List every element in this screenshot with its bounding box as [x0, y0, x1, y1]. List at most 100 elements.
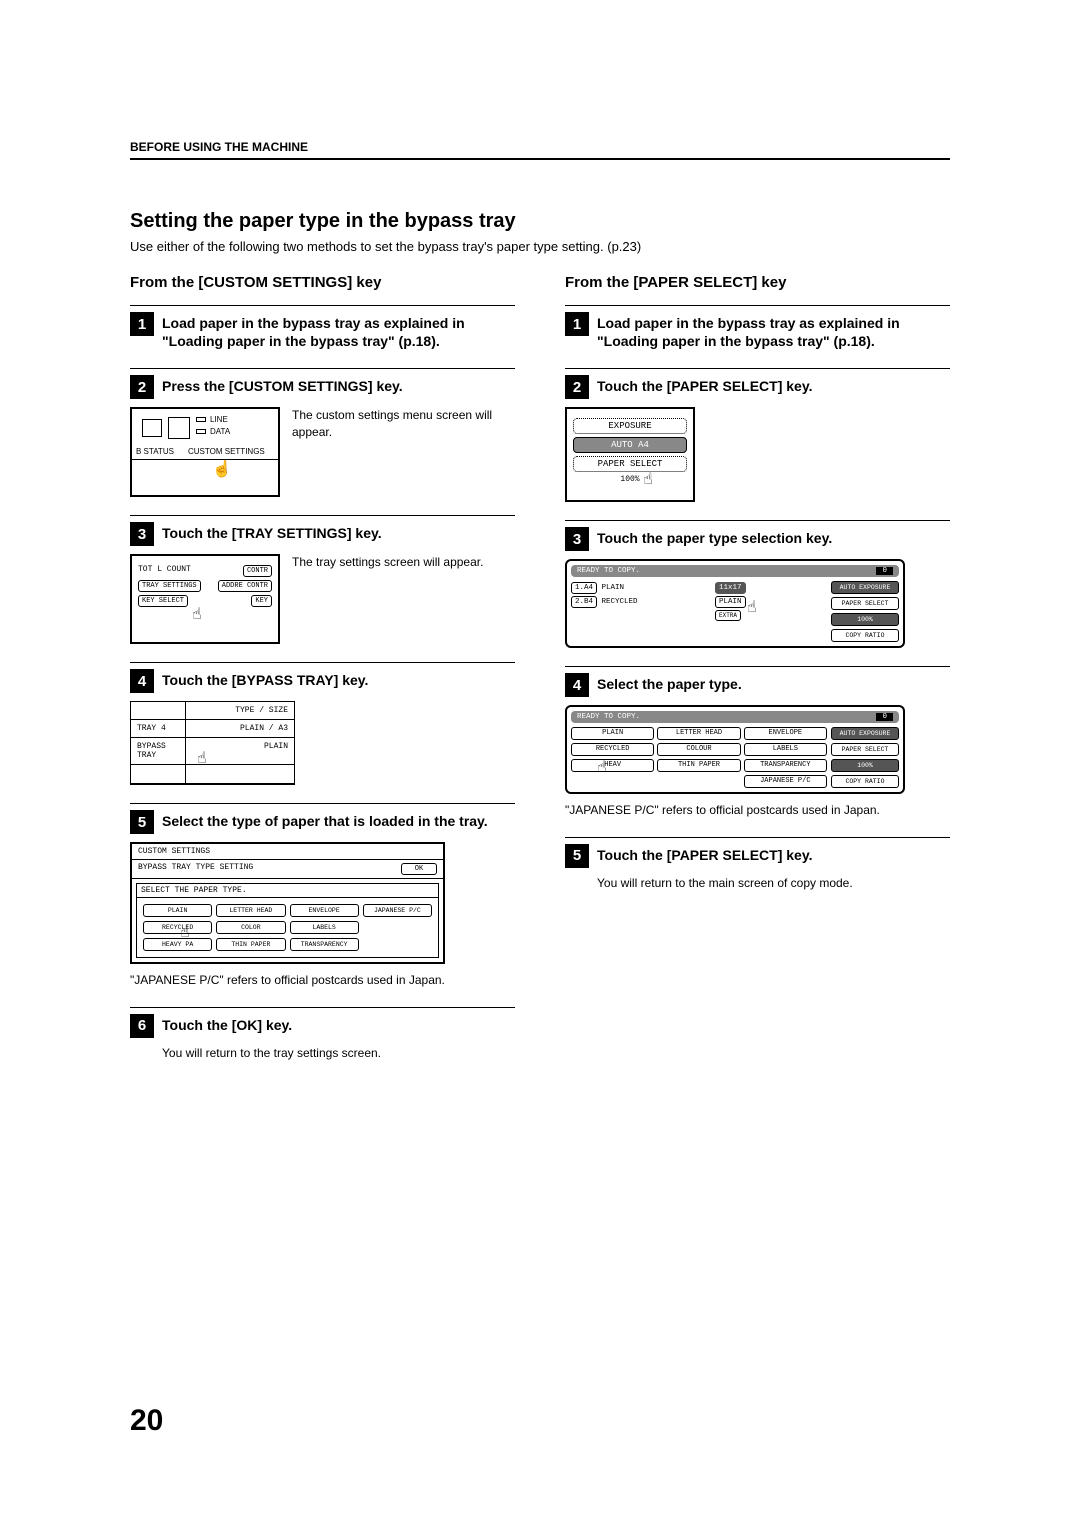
- paper-type-option: LETTER HEAD: [216, 904, 285, 917]
- line-led-icon: [196, 417, 206, 422]
- paper-type-option: ENVELOPE: [744, 727, 827, 740]
- step-title: Touch the [PAPER SELECT] key.: [597, 375, 812, 395]
- divider: [130, 803, 515, 804]
- size-chip: 11x17: [715, 582, 746, 594]
- step-number: 3: [130, 522, 154, 546]
- right-step-3: 3 Touch the paper type selection key. RE…: [565, 520, 950, 648]
- step-body-text: You will return to the main screen of co…: [597, 876, 950, 890]
- divider: [565, 837, 950, 838]
- plain-chip: PLAIN: [715, 596, 746, 608]
- side-button: 100%: [831, 759, 899, 772]
- paper-type-option: LABELS: [744, 743, 827, 756]
- right-column: From the [PAPER SELECT] key 1 Load paper…: [565, 274, 950, 1078]
- panel-button: KEY: [251, 595, 272, 607]
- right-step-4: 4 Select the paper type. READY TO COPY. …: [565, 666, 950, 818]
- paper-type-panel: CUSTOM SETTINGS BYPASS TRAY TYPE SETTING…: [130, 842, 445, 964]
- paper-type-option: COLOR: [216, 921, 285, 934]
- panel-title: CUSTOM SETTINGS: [138, 847, 210, 856]
- indicator-box: [168, 417, 190, 439]
- paper-select-panel: EXPOSURE AUTO A4 PAPER SELECT 100%: [565, 407, 695, 502]
- footnote: "JAPANESE P/C" refers to official postca…: [130, 972, 515, 988]
- paper-type-option: THIN PAPER: [657, 759, 740, 772]
- extra-chip: EXTRA: [715, 610, 741, 621]
- paper-type-option: THIN PAPER: [216, 938, 285, 951]
- paper-type-option: COLOUR: [657, 743, 740, 756]
- copy-count: 0: [876, 713, 893, 721]
- paper-type-option: JAPANESE P/C: [744, 775, 827, 788]
- pointer-icon: [192, 604, 210, 622]
- left-step-2: 2 Press the [CUSTOM SETTINGS] key. LINE …: [130, 368, 515, 497]
- paper-type-option: LETTER HEAD: [657, 727, 740, 740]
- panel-button: ADDRE CONTR: [218, 580, 272, 592]
- paper-type-option: HEAVY PA: [143, 938, 212, 951]
- step-body-text: You will return to the tray settings scr…: [162, 1046, 515, 1060]
- paper-type-option: PLAIN: [571, 727, 654, 740]
- tray-type: RECYCLED: [602, 598, 638, 606]
- step-number: 2: [565, 375, 589, 399]
- status-text: READY TO COPY.: [577, 567, 640, 575]
- step-description: The tray settings screen will appear.: [292, 554, 515, 570]
- step-title: Load paper in the bypass tray as explain…: [162, 312, 515, 350]
- two-columns: From the [CUSTOM SETTINGS] key 1 Load pa…: [130, 274, 950, 1078]
- paper-type-option: LABELS: [290, 921, 359, 934]
- divider: [130, 1007, 515, 1008]
- pointer-icon: [180, 922, 198, 940]
- auto-key: AUTO A4: [573, 437, 687, 453]
- tray-chip: 1.A4: [571, 582, 597, 594]
- left-step-5: 5 Select the type of paper that is loade…: [130, 803, 515, 988]
- step-number: 6: [130, 1014, 154, 1038]
- step-title: Touch the [BYPASS TRAY] key.: [162, 669, 368, 689]
- tray-type: PLAIN: [602, 584, 625, 592]
- status-text: READY TO COPY.: [577, 713, 640, 721]
- printer-icon: [142, 419, 162, 437]
- left-step-6: 6 Touch the [OK] key. You will return to…: [130, 1007, 515, 1060]
- right-step-2: 2 Touch the [PAPER SELECT] key. EXPOSURE…: [565, 368, 950, 502]
- data-label: DATA: [210, 427, 230, 436]
- step-number: 4: [130, 669, 154, 693]
- panel-button: KEY SELECT: [138, 595, 188, 607]
- step-title: Touch the [OK] key.: [162, 1014, 292, 1034]
- right-step-1: 1 Load paper in the bypass tray as expla…: [565, 305, 950, 350]
- pointer-icon: [597, 757, 615, 775]
- step-number: 1: [130, 312, 154, 336]
- tray-chip: 2.B4: [571, 596, 597, 608]
- step-number: 1: [565, 312, 589, 336]
- custom-settings-label: CUSTOM SETTINGS: [188, 447, 265, 456]
- table-cell: BYPASS TRAY: [131, 738, 186, 764]
- line-label: LINE: [210, 415, 228, 424]
- panel-subtitle: BYPASS TRAY TYPE SETTING: [138, 863, 253, 875]
- panel-text: TOT L COUNT: [138, 565, 191, 577]
- panel-instruction: SELECT THE PAPER TYPE.: [137, 884, 438, 898]
- step-title: Select the paper type.: [597, 673, 742, 693]
- divider: [130, 515, 515, 516]
- paper-type-option: TRANSPARENCY: [290, 938, 359, 951]
- right-step-5: 5 Touch the [PAPER SELECT] key. You will…: [565, 837, 950, 890]
- step-title: Touch the [PAPER SELECT] key.: [597, 844, 812, 864]
- divider: [130, 305, 515, 306]
- side-button: COPY RATIO: [831, 629, 899, 642]
- panel-divider: [132, 459, 278, 460]
- step-number: 4: [565, 673, 589, 697]
- pointer-icon: [212, 459, 230, 477]
- table-cell: TRAY 4: [131, 720, 186, 737]
- ok-button: OK: [401, 863, 437, 875]
- bstatus-label: B STATUS: [136, 447, 174, 456]
- side-button: PAPER SELECT: [831, 597, 899, 610]
- side-button: 100%: [831, 613, 899, 626]
- bypass-tray-table: TYPE / SIZE TRAY 4PLAIN / A3 BYPASS TRAY…: [130, 701, 295, 785]
- left-heading: From the [CUSTOM SETTINGS] key: [130, 274, 515, 291]
- step-description: The custom settings menu screen will app…: [292, 407, 515, 439]
- intro-text: Use either of the following two methods …: [130, 239, 950, 254]
- divider: [130, 368, 515, 369]
- table-cell: PLAIN / A3: [186, 720, 294, 737]
- side-button: AUTO EXPOSURE: [831, 727, 899, 740]
- divider: [130, 662, 515, 663]
- step-title: Touch the paper type selection key.: [597, 527, 832, 547]
- paper-type-option: ENVELOPE: [290, 904, 359, 917]
- step-number: 2: [130, 375, 154, 399]
- divider: [565, 368, 950, 369]
- step-title: Press the [CUSTOM SETTINGS] key.: [162, 375, 403, 395]
- page-number: 20: [130, 1404, 163, 1438]
- paper-type-option: PLAIN: [143, 904, 212, 917]
- divider: [565, 520, 950, 521]
